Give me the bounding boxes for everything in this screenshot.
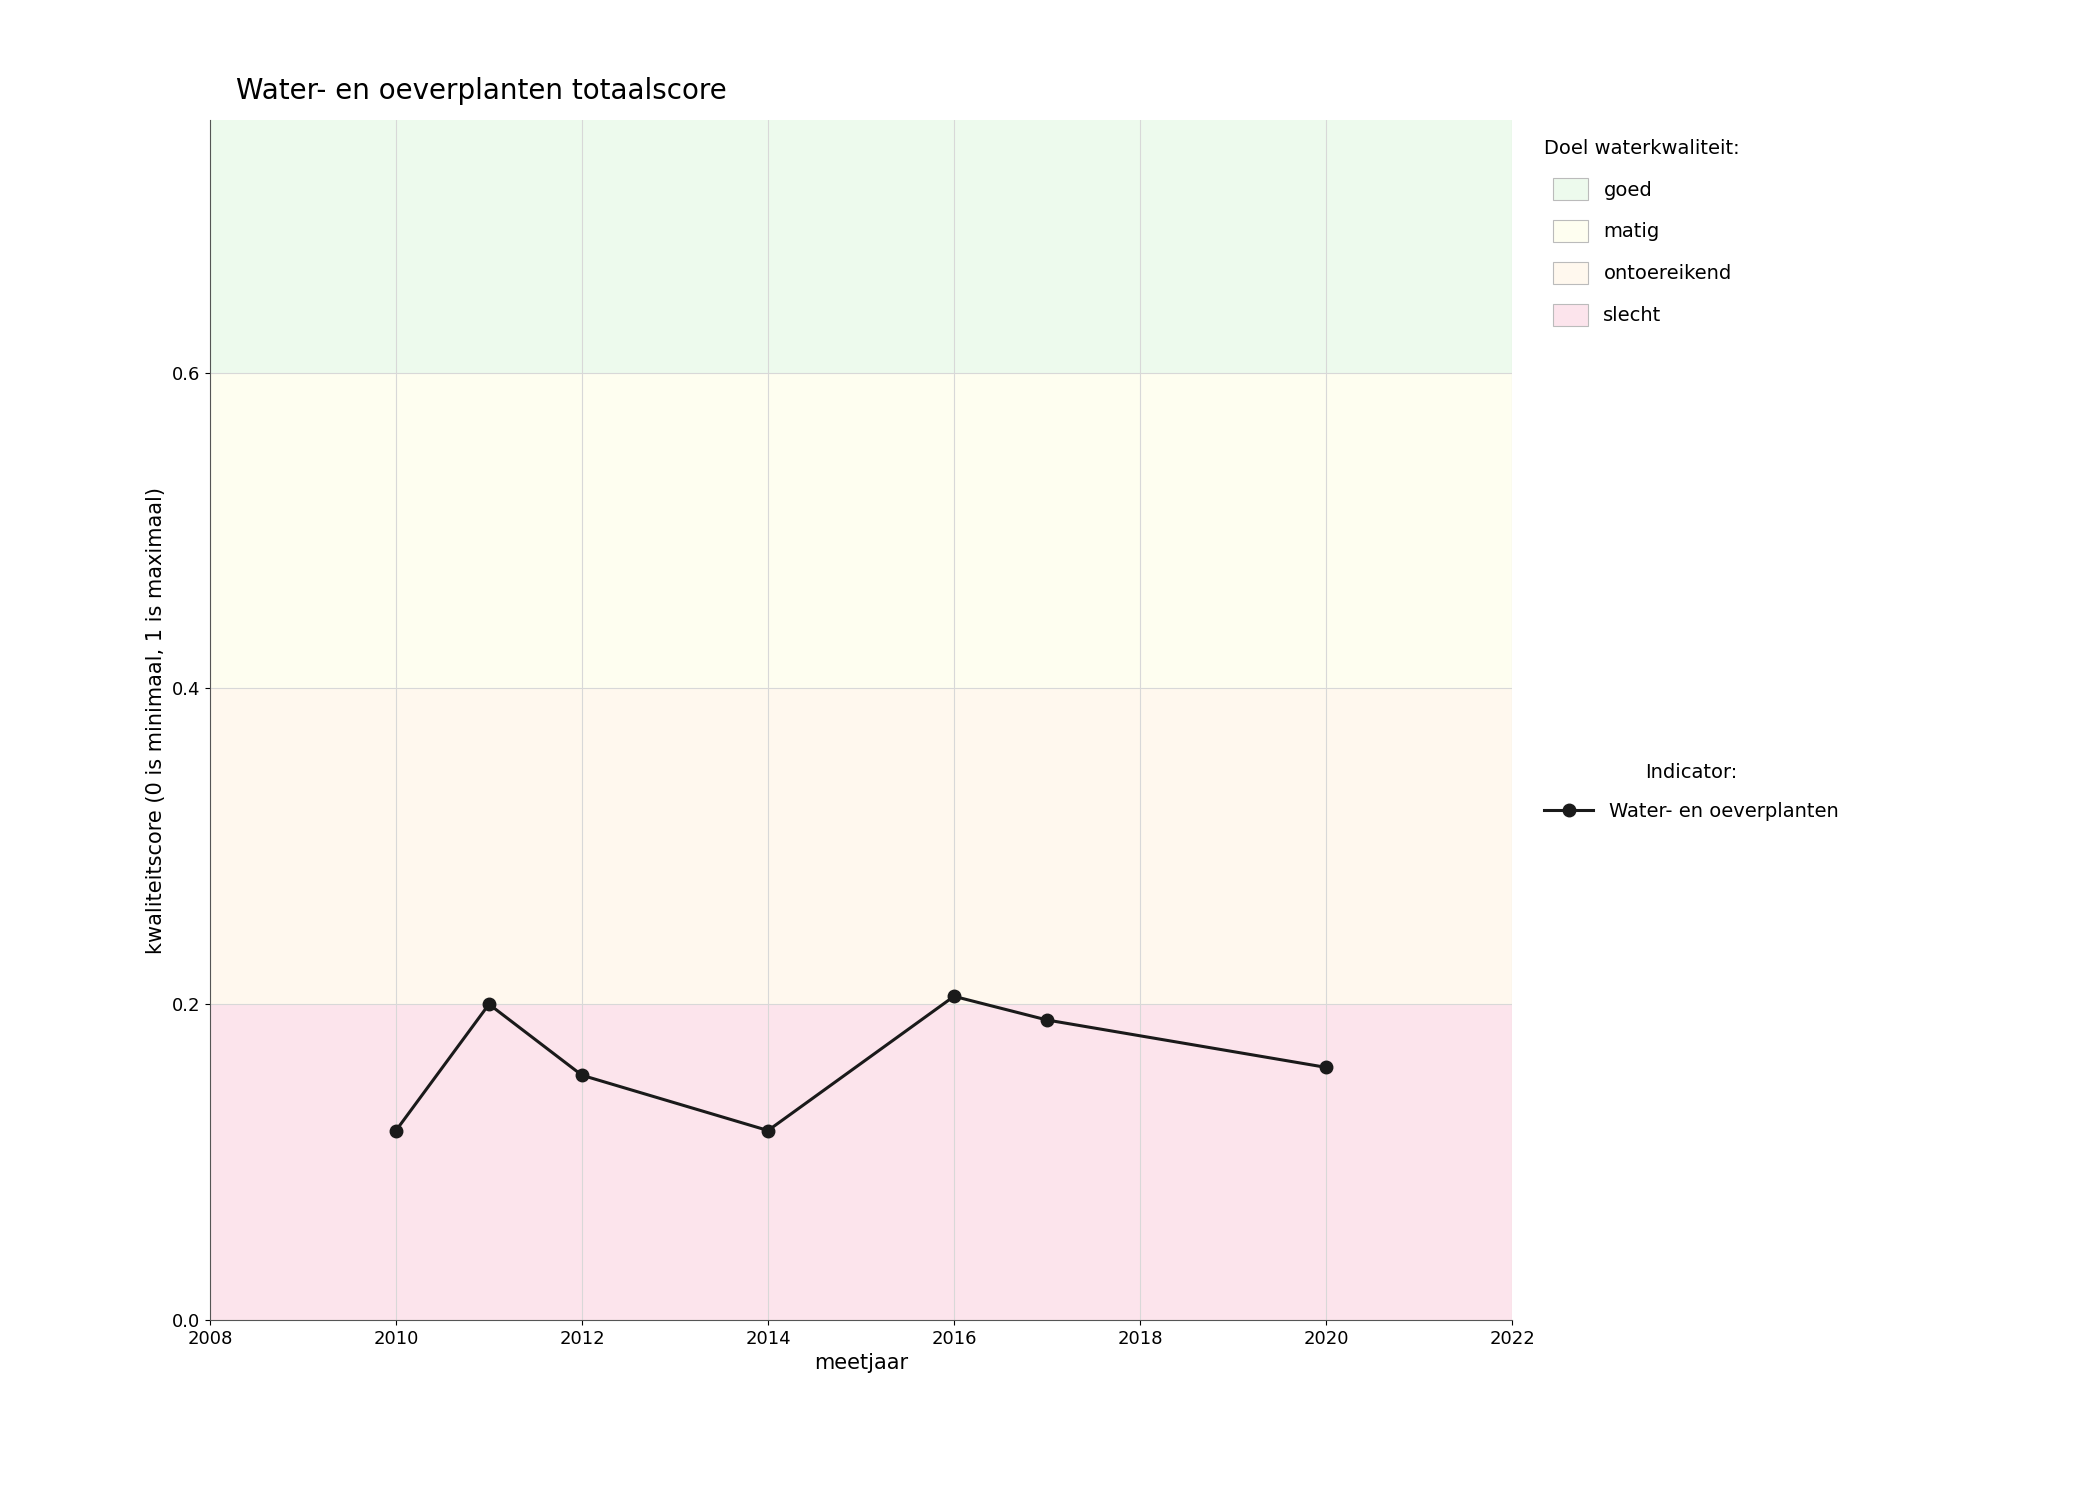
Bar [210, 1004, 1512, 1320]
Bar [210, 688, 1512, 1004]
Bar [210, 372, 1512, 688]
Legend: Water- en oeverplanten: Water- en oeverplanten [1535, 753, 1848, 831]
X-axis label: meetjaar: meetjaar [815, 1353, 907, 1374]
Bar [210, 120, 1512, 372]
Text: Water- en oeverplanten totaalscore: Water- en oeverplanten totaalscore [235, 76, 727, 105]
Y-axis label: kwaliteitscore (0 is minimaal, 1 is maximaal): kwaliteitscore (0 is minimaal, 1 is maxi… [147, 486, 166, 954]
